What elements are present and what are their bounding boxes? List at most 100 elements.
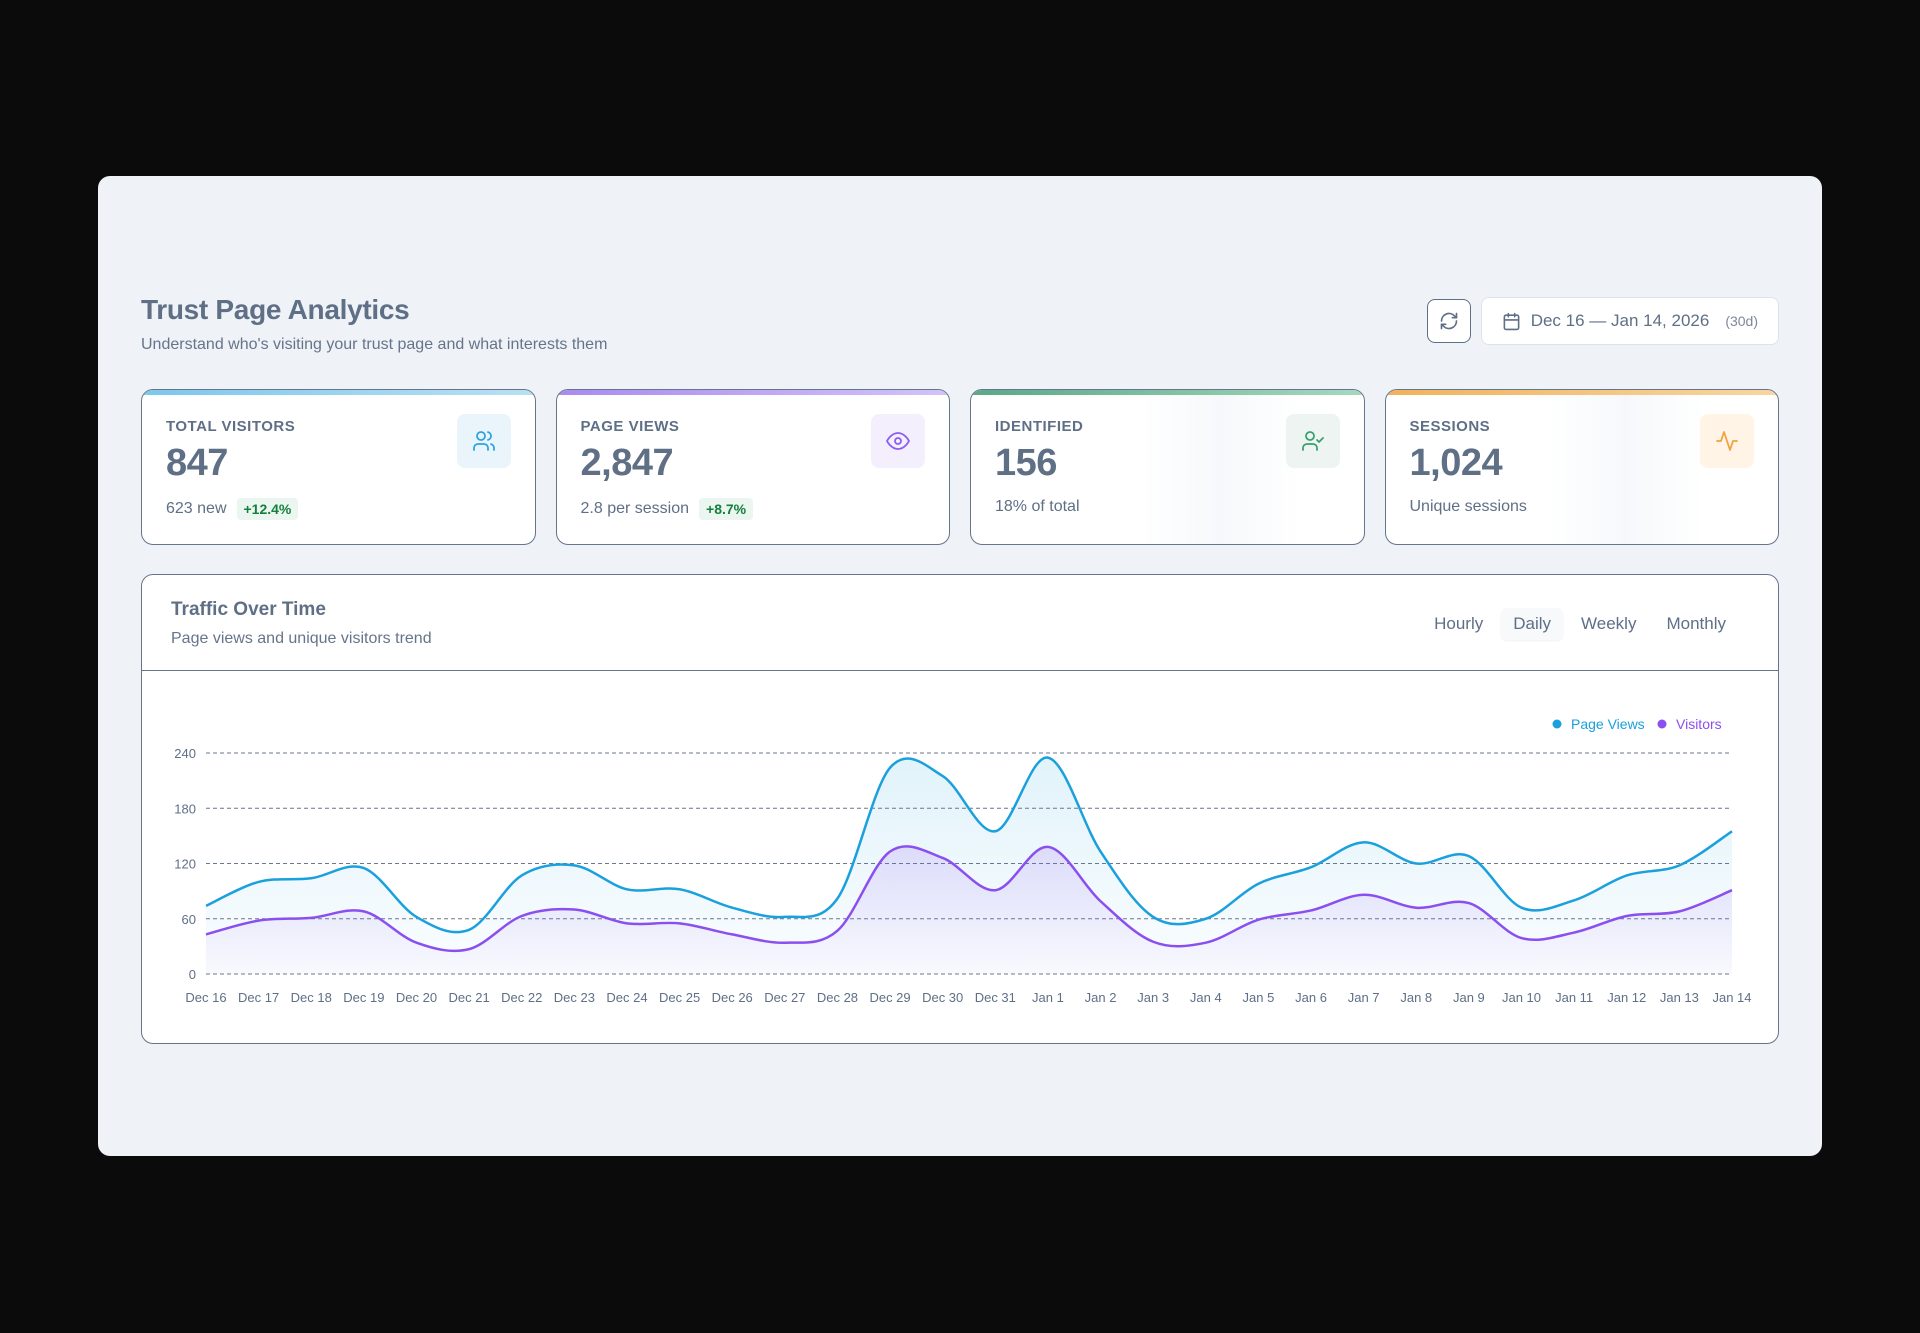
stat-sub: 2.8 per session +8.7% [581,498,754,520]
y-tick-label: 60 [182,912,196,927]
x-tick-label: Jan 12 [1607,990,1646,1005]
card-accent-bar [556,390,949,395]
stat-label: IDENTIFIED [995,418,1084,435]
stat-sub-text: Unique sessions [1409,498,1527,515]
stat-label: SESSIONS [1409,418,1491,435]
x-tick-label: Jan 14 [1712,990,1751,1005]
x-tick-label: Jan 5 [1243,990,1275,1005]
series-area-visitors [206,846,1732,974]
x-tick-label: Dec 16 [185,990,226,1005]
calendar-icon [1503,312,1520,330]
stat-label: PAGE VIEWS [580,418,680,435]
eye-icon [886,432,910,450]
x-tick-label: Dec 25 [659,990,700,1005]
date-range-label: Dec 16 — Jan 14, 2026 [1530,311,1710,330]
stat-label: TOTAL VISITORS [166,418,296,435]
stat-card-identified[interactable]: IDENTIFIED 156 18% of total [970,389,1365,545]
x-tick-label: Jan 13 [1660,990,1699,1005]
x-tick-label: Dec 20 [396,990,437,1005]
card-accent-bar [1385,390,1778,395]
x-tick-label: Dec 23 [554,990,595,1005]
x-tick-label: Dec 26 [712,990,753,1005]
tab-hourly[interactable]: Hourly [1434,614,1484,633]
x-tick-label: Dec 17 [238,990,279,1005]
stat-card-total-visitors[interactable]: TOTAL VISITORS 847 623 new +12.4% [141,389,536,545]
legend-label: Page Views [1571,716,1645,732]
legend-dot [1657,719,1667,729]
traffic-chart-card: Traffic Over Time Page views and unique … [141,574,1779,1044]
eye-icon-box [871,414,925,468]
activity-icon [1716,431,1738,451]
x-tick-label: Dec 31 [975,990,1016,1005]
chart-title: Traffic Over Time [171,599,326,620]
card-accent-bar [142,390,535,395]
x-tick-label: Jan 6 [1295,990,1327,1005]
date-range-picker[interactable]: Dec 16 — Jan 14, 2026 (30d) [1480,297,1779,345]
x-tick-label: Jan 11 [1555,990,1593,1005]
x-tick-label: Dec 27 [764,990,805,1005]
x-tick-label: Jan 2 [1085,990,1117,1005]
series-line-page-views [205,756,1733,934]
app-window: Trust Page Analytics Understand who's vi… [98,176,1822,1156]
y-tick-label: 0 [189,967,196,982]
x-tick-label: Dec 28 [817,990,858,1005]
header-actions: Dec 16 — Jan 14, 2026 (30d) [1426,297,1779,345]
x-tick-label: Dec 29 [869,990,910,1005]
x-tick-label: Dec 18 [291,990,332,1005]
page-header: Trust Page Analytics Understand who's vi… [141,294,1779,354]
legend-dot [1552,719,1562,729]
chart-subtitle: Page views and unique visitors trend [171,630,432,647]
stat-card-sessions[interactable]: SESSIONS 1,024 Unique sessions [1384,389,1779,545]
activity-icon-box [1700,414,1754,468]
stat-sub: 18% of total [995,498,1080,516]
card-sheen [1141,395,1301,544]
page-subtitle: Understand who's visiting your trust pag… [141,336,608,353]
x-tick-label: Dec 22 [501,990,542,1005]
page-title: Trust Page Analytics [141,294,410,325]
stat-value: 847 [166,442,228,484]
card-sheen [1545,395,1706,544]
stat-change-badge: +12.4% [236,498,299,520]
chart-header: Traffic Over Time Page views and unique … [142,575,1778,671]
x-tick-label: Dec 24 [606,990,647,1005]
tab-daily[interactable]: Daily [1501,608,1564,640]
user-check-icon [1301,431,1324,451]
x-tick-label: Jan 8 [1400,990,1432,1005]
tab-monthly[interactable]: Monthly [1666,614,1726,633]
x-tick-label: Jan 10 [1502,990,1541,1005]
refresh-button[interactable] [1426,299,1471,343]
x-tick-label: Jan 4 [1190,990,1222,1005]
tab-weekly[interactable]: Weekly [1581,614,1637,633]
series-line-visitors [205,845,1733,953]
user-check-icon-box [1285,414,1340,468]
users-icon [472,431,495,451]
stat-value: 156 [995,442,1057,484]
x-tick-label: Dec 30 [922,990,963,1005]
stat-sub-text: 623 new [166,500,227,517]
card-accent-bar [971,390,1364,395]
period-tabs: Hourly Daily Weekly Monthly [1422,608,1738,640]
x-tick-label: Jan 1 [1032,990,1064,1005]
date-range-days: (30d) [1725,313,1758,329]
stat-value: 1,024 [1409,442,1503,484]
y-tick-label: 180 [174,801,196,816]
x-tick-label: Jan 7 [1348,990,1380,1005]
stat-cards: TOTAL VISITORS 847 623 new +12.4% PAGE V… [141,389,1779,545]
y-tick-label: 120 [174,857,196,872]
stat-sub-text: 18% of total [995,498,1080,515]
stat-value: 2,847 [580,442,674,484]
stat-sub-text: 2.8 per session [580,500,690,517]
stat-sub: Unique sessions [1410,498,1527,516]
x-tick-label: Jan 3 [1137,990,1169,1005]
refresh-icon [1440,312,1458,330]
stat-sub: 623 new +12.4% [166,498,299,520]
x-tick-label: Dec 19 [343,990,384,1005]
stat-change-badge: +8.7% [699,498,754,520]
x-tick-label: Dec 21 [449,990,490,1005]
legend-label: Visitors [1676,716,1722,732]
users-icon-box [456,414,511,468]
traffic-line-chart: 0 60 120 180 240 Dec 16 Dec 17 Dec 18 Dec 19 Dec… [174,716,1751,1005]
stat-card-page-views[interactable]: PAGE VIEWS 2,847 2.8 per session +8.7% [555,389,950,545]
y-tick-label: 240 [174,746,196,761]
x-tick-label: Jan 9 [1453,990,1485,1005]
